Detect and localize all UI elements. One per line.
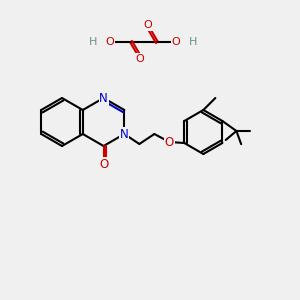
Text: O: O — [165, 136, 174, 148]
Text: N: N — [120, 128, 129, 140]
Text: N: N — [99, 92, 108, 104]
Text: O: O — [172, 37, 180, 47]
Text: O: O — [144, 20, 152, 30]
Text: H: H — [189, 37, 197, 47]
Text: O: O — [106, 37, 114, 47]
Text: O: O — [136, 54, 144, 64]
Text: O: O — [99, 158, 108, 170]
Text: H: H — [89, 37, 97, 47]
